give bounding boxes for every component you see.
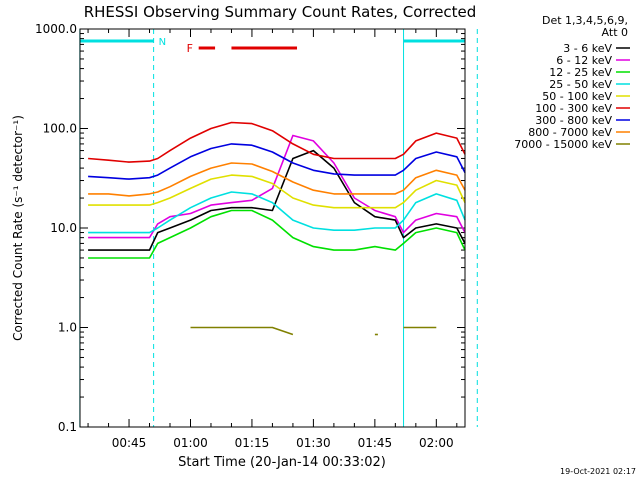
legend-label: 12 - 25 keV [549, 66, 612, 79]
legend-label: 800 - 7000 keV [528, 126, 612, 139]
x-tick-label: 01:15 [235, 436, 270, 450]
legend-label: 50 - 100 keV [542, 90, 612, 103]
x-tick-label: 00:45 [112, 436, 147, 450]
y-tick-label: 1.0 [58, 321, 77, 335]
legend-label: 7000 - 15000 keV [514, 138, 612, 151]
legend-label: 300 - 800 keV [535, 114, 612, 127]
series-line-7 [88, 143, 466, 180]
y-tick-label: 0.1 [58, 420, 77, 434]
night-flag-label: N [159, 37, 166, 48]
series-line-8 [88, 162, 466, 197]
series-line-3 [88, 209, 466, 259]
timestamp: 19-Oct-2021 02:17 [560, 467, 636, 476]
x-tick-label: 02:00 [419, 436, 454, 450]
legend-header-line1: Det 1,3,4,5,6,9, [542, 14, 628, 27]
legend-label: 6 - 12 keV [556, 54, 612, 67]
x-tick-label: 01:45 [358, 436, 393, 450]
legend-header-line2: Att 0 [602, 26, 628, 39]
y-tick-label: 1000.0 [35, 22, 77, 36]
series-line-9 [190, 326, 294, 336]
legend-label: 100 - 300 keV [535, 102, 612, 115]
series-line-5 [88, 174, 466, 209]
x-tick-label: 01:30 [296, 436, 331, 450]
y-tick-label: 10.0 [50, 221, 77, 235]
x-tick-label: 01:00 [173, 436, 208, 450]
legend-label: 3 - 6 keV [563, 42, 612, 55]
legend-label: 25 - 50 keV [549, 78, 612, 91]
series-line-4 [88, 191, 466, 234]
plot-area: N F 0.1 1.0 10.0 100.0 1000.0 00:45 01:00 01:15 01… [35, 22, 478, 450]
y-tick-label: 100.0 [43, 122, 77, 136]
flare-flag-label: F [187, 42, 193, 55]
chart-title: RHESSI Observing Summary Count Rates, Co… [84, 3, 477, 21]
plot-frame [79, 28, 466, 428]
series-line-1 [88, 149, 466, 251]
series-line-6 [88, 121, 466, 163]
x-axis-label: Start Time (20-Jan-14 00:33:02) [178, 455, 386, 470]
y-axis-label: Corrected Count Rate (s⁻¹ detector⁻¹) [11, 115, 25, 341]
